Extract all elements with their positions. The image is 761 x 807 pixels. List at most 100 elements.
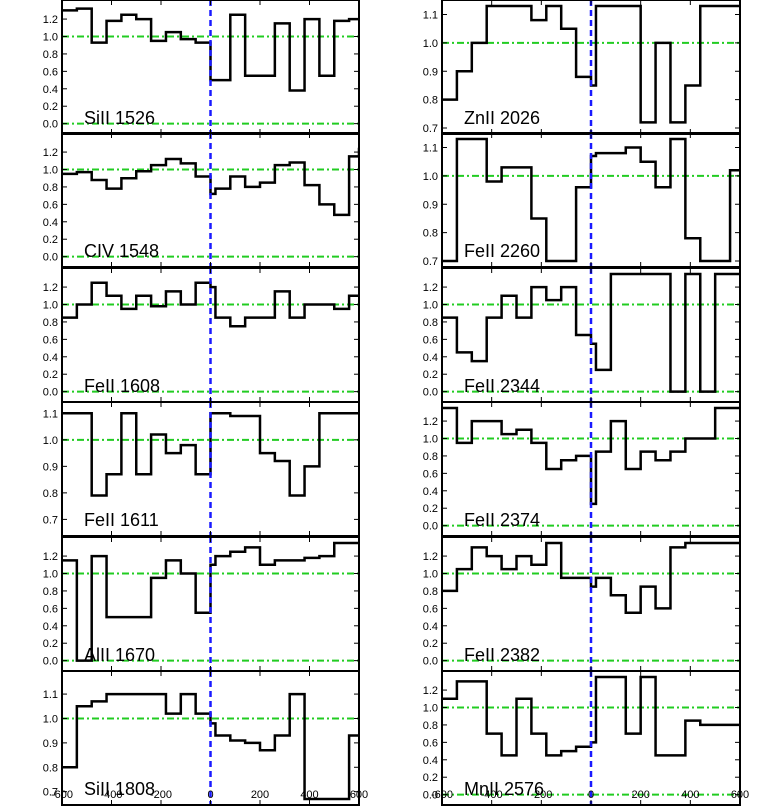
x-tick-label: -600 xyxy=(431,789,453,801)
x-tick-label: 400 xyxy=(681,789,699,801)
y-tick-label: 0.8 xyxy=(43,182,58,194)
y-tick-label: 0.7 xyxy=(43,787,58,799)
x-tick-label: 600 xyxy=(350,789,368,801)
x-tick-label: -400 xyxy=(481,789,503,801)
y-tick-label: 0.9 xyxy=(423,199,438,211)
y-tick-label: 0.4 xyxy=(423,352,438,364)
y-tick-label: 0.0 xyxy=(43,387,58,399)
y-tick-label: 0.6 xyxy=(43,66,58,78)
y-tick-label: 0.9 xyxy=(43,461,58,473)
y-tick-label: 1.1 xyxy=(43,689,58,701)
y-tick-label: 0.0 xyxy=(43,119,58,131)
panel-feii-2382: 0.0 0.2 0.4 0.6 0.8 1.0 1.2 FeII 2382 xyxy=(423,536,741,672)
x-tick-label: 0 xyxy=(588,789,594,801)
y-tick-label: 1.0 xyxy=(423,569,438,581)
y-tick-label: 1.0 xyxy=(43,32,58,44)
panel-feii-1608: 0.0 0.2 0.4 0.6 0.8 1.0 1.2 FeII 1608 xyxy=(43,267,360,403)
y-tick-label: 1.2 xyxy=(43,147,58,159)
y-tick-label: 0.2 xyxy=(423,772,438,784)
y-tick-label: 1.0 xyxy=(423,434,438,446)
x-tick-label: 200 xyxy=(251,789,269,801)
x-tick-label: 0 xyxy=(207,789,213,801)
y-tick-label: 0.2 xyxy=(43,234,58,246)
y-tick-label: 1.1 xyxy=(423,10,438,22)
ion-label: FeII 2374 xyxy=(464,510,540,530)
panel-feii-2344: 0.0 0.2 0.4 0.6 0.8 1.0 1.2 FeII 2344 xyxy=(423,267,741,403)
panel-feii-2260: 0.7 0.8 0.9 1.0 1.1 FeII 2260 xyxy=(423,132,741,268)
y-tick-label: 0.0 xyxy=(43,252,58,264)
y-tick-label: 0.8 xyxy=(43,488,58,500)
y-tick-label: 0.2 xyxy=(43,638,58,650)
ion-label: FeII 1611 xyxy=(84,510,159,530)
y-tick-label: 0.6 xyxy=(43,334,58,346)
y-tick-label: 1.2 xyxy=(423,282,438,294)
x-tick-label: -600 xyxy=(51,789,73,801)
x-tick-labels: -600 -400 -200 0 200 400 600 -600 -400 -200 0 200 40… xyxy=(51,789,749,801)
spectrum-line xyxy=(62,692,359,801)
ion-label: ZnII 2026 xyxy=(464,108,540,128)
ion-label: SiII 1808 xyxy=(84,779,155,799)
y-tick-label: 1.2 xyxy=(423,685,438,697)
ion-label: CIV 1548 xyxy=(84,241,159,261)
y-tick-label: 0.6 xyxy=(423,603,438,615)
y-tick-label: 0.8 xyxy=(423,95,438,107)
panel-mnii-2576: 0.0 0.2 0.4 0.6 0.8 1.0 1.2 MnII 2576 xyxy=(423,670,741,806)
y-tick-label: 0.2 xyxy=(43,369,58,381)
y-tick-label: 0.8 xyxy=(43,762,58,774)
y-tick-label: 0.0 xyxy=(43,656,58,668)
y-tick-label: 1.0 xyxy=(423,300,438,312)
y-tick-label: 1.0 xyxy=(423,38,438,50)
y-tick-label: 1.0 xyxy=(43,300,58,312)
ion-label: FeII 2382 xyxy=(464,645,540,665)
y-tick-label: 0.9 xyxy=(423,66,438,78)
y-tick-label: 0.4 xyxy=(423,755,438,767)
y-tick-label: 0.8 xyxy=(423,720,438,732)
y-tick-label: 0.0 xyxy=(423,790,438,802)
y-tick-label: 0.8 xyxy=(423,451,438,463)
y-tick-label: 1.0 xyxy=(423,171,438,183)
y-tick-label: 0.4 xyxy=(423,621,438,633)
x-tick-label: 400 xyxy=(300,789,318,801)
y-tick-label: 1.0 xyxy=(43,713,58,725)
y-tick-label: 1.1 xyxy=(43,408,58,420)
x-tick-label: -200 xyxy=(150,789,172,801)
y-tick-label: 0.2 xyxy=(43,101,58,113)
y-tick-label: 0.4 xyxy=(43,352,58,364)
y-tick-label: 0.8 xyxy=(423,586,438,598)
y-tick-label: 0.6 xyxy=(423,737,438,749)
y-tick-label: 0.8 xyxy=(43,49,58,61)
y-tick-label: 1.2 xyxy=(43,551,58,563)
ion-label: MnII 2576 xyxy=(464,779,544,799)
y-tick-label: 0.6 xyxy=(43,199,58,211)
ion-label: FeII 2260 xyxy=(464,241,540,261)
y-tick-label: 1.2 xyxy=(423,551,438,563)
ion-label: SiII 1526 xyxy=(84,108,155,128)
spectrum-line xyxy=(442,137,740,263)
y-tick-label: 0.2 xyxy=(423,503,438,515)
panel-znii-2026: 0.7 0.8 0.9 1.0 1.1 ZnII 2026 xyxy=(423,0,741,135)
y-tick-label: 0.7 xyxy=(423,123,438,135)
y-tick-label: 0.6 xyxy=(43,603,58,615)
spectrum-line xyxy=(62,541,359,662)
x-tick-label: -400 xyxy=(100,789,122,801)
y-tick-label: 0.4 xyxy=(43,84,58,96)
panel-alii-1670: 0.0 0.2 0.4 0.6 0.8 1.0 1.2 AlII 1670 xyxy=(43,536,360,672)
panel-civ-1548: 0.0 0.2 0.4 0.6 0.8 1.0 1.2 CIV 1548 xyxy=(43,132,360,268)
ion-label: FeII 2344 xyxy=(464,376,540,396)
y-tick-label: 0.6 xyxy=(423,468,438,480)
y-tick-label: 0.8 xyxy=(43,317,58,329)
y-tick-label: 0.0 xyxy=(423,656,438,668)
spectrum-line xyxy=(62,147,359,217)
y-tick-label: 0.4 xyxy=(43,621,58,633)
y-tick-label: 1.0 xyxy=(423,703,438,715)
x-tick-label: 600 xyxy=(731,789,749,801)
x-tick-label: -200 xyxy=(530,789,552,801)
y-tick-label: 0.8 xyxy=(423,317,438,329)
y-tick-label: 0.8 xyxy=(423,228,438,240)
y-tick-label: 0.2 xyxy=(423,638,438,650)
y-tick-label: 1.2 xyxy=(43,14,58,26)
y-tick-label: 1.2 xyxy=(43,282,58,294)
y-tick-label: 0.4 xyxy=(43,217,58,229)
